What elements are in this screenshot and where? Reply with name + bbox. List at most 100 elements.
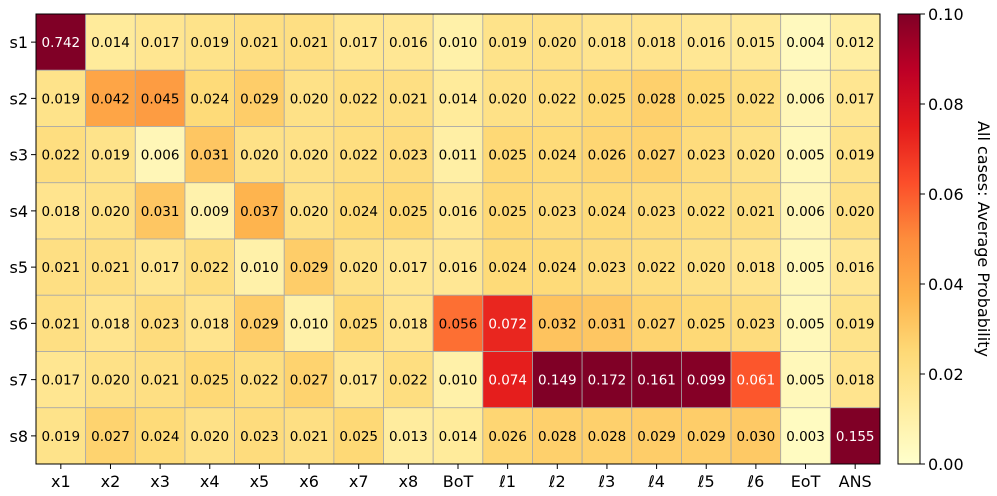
heatmap-cell-s6-14 [730, 294, 782, 352]
cell-label-s8-7: 0.013 [389, 429, 428, 445]
x-tick-label: ℓ3 [598, 472, 616, 491]
heatmap-cell-s4-15 [780, 182, 831, 240]
cell-label-s2-16: 0.017 [836, 91, 875, 107]
heatmap-cell-s6-12 [631, 294, 682, 352]
heatmap-cell-s5-1 [85, 238, 136, 296]
cell-label-s8-16: 0.155 [836, 429, 875, 445]
cell-label-s2-14: 0.022 [737, 91, 776, 107]
cell-label-s5-8: 0.016 [439, 260, 478, 276]
cell-label-s5-16: 0.016 [836, 260, 875, 276]
heatmap-cell-s8-7 [383, 407, 434, 465]
heatmap-cell-s7-7 [383, 351, 434, 409]
cell-label-s7-3: 0.025 [190, 373, 229, 389]
cell-label-s1-13: 0.016 [687, 35, 726, 51]
heatmap-cell-s8-4 [234, 407, 285, 465]
cell-label-s7-16: 0.018 [836, 373, 875, 389]
heatmap-cell-s2-5 [283, 69, 335, 127]
heatmap-cell-s6-8 [432, 294, 484, 352]
heatmap-cell-s8-14 [730, 407, 782, 465]
cell-label-s3-4: 0.020 [240, 148, 279, 164]
heatmap-cell-s7-5 [283, 351, 335, 409]
heatmap-cell-s6-10 [532, 294, 583, 352]
cell-label-s5-13: 0.020 [687, 260, 726, 276]
cell-label-s8-0: 0.019 [41, 429, 80, 445]
cell-label-s7-4: 0.022 [240, 373, 279, 389]
heatmap-cell-s2-1 [85, 69, 136, 127]
heatmap-cell-s5-8 [432, 238, 484, 296]
heatmap-cell-s1-15 [780, 13, 831, 71]
cell-label-s1-11: 0.018 [588, 35, 627, 51]
cell-label-s6-16: 0.019 [836, 316, 875, 332]
x-tick-label: ANS [839, 472, 872, 491]
cell-label-s4-14: 0.021 [737, 204, 776, 220]
cell-label-s4-5: 0.020 [290, 204, 329, 220]
heatmap-cell-s5-9 [482, 238, 533, 296]
heatmap-cell-s8-10 [532, 407, 583, 465]
heatmap-cell-s5-12 [631, 238, 682, 296]
cell-label-s3-11: 0.026 [588, 148, 627, 164]
heatmap-cell-s5-3 [184, 238, 235, 296]
heatmap-cell-s8-0 [35, 407, 87, 465]
cell-label-s2-9: 0.020 [488, 91, 527, 107]
heatmap-cell-s4-2 [134, 182, 186, 240]
x-tick-label: EoT [791, 472, 821, 491]
heatmap-cell-s7-9 [482, 351, 533, 409]
cell-label-s4-12: 0.023 [637, 204, 676, 220]
x-tick-label: ℓ6 [746, 472, 764, 491]
x-tick-label: ℓ4 [647, 472, 665, 491]
y-tick-label: s2 [9, 89, 28, 108]
cell-label-s6-12: 0.027 [637, 316, 676, 332]
x-tick-label: x4 [200, 472, 220, 491]
cell-label-s7-7: 0.022 [389, 373, 428, 389]
cell-label-s3-1: 0.019 [91, 148, 130, 164]
cell-label-s1-15: 0.004 [786, 35, 825, 51]
heatmap-cell-s7-13 [681, 351, 732, 409]
cell-label-s1-14: 0.015 [737, 35, 776, 51]
cell-label-s3-10: 0.024 [538, 148, 577, 164]
colorbar-tick-label: 0.00 [928, 455, 964, 474]
cell-label-s4-3: 0.009 [190, 204, 229, 220]
cell-label-s2-5: 0.020 [290, 91, 329, 107]
cell-label-s7-13: 0.099 [687, 373, 726, 389]
colorbar-gradient [897, 13, 921, 465]
cell-label-s6-11: 0.031 [588, 316, 627, 332]
cell-label-s1-4: 0.021 [240, 35, 279, 51]
x-tick-label: x2 [101, 472, 121, 491]
colorbar-label: All cases: Average Probability [974, 121, 993, 357]
cell-label-s8-8: 0.014 [439, 429, 478, 445]
cell-label-s1-1: 0.014 [91, 35, 130, 51]
cell-label-s5-14: 0.018 [737, 260, 776, 276]
heatmap-cell-s6-5 [283, 294, 335, 352]
cell-label-s7-10: 0.149 [538, 373, 577, 389]
heatmap-cell-s8-2 [134, 407, 186, 465]
cell-label-s5-4: 0.010 [240, 260, 279, 276]
x-tick-label: x6 [299, 472, 319, 491]
heatmap-cell-s7-0 [35, 351, 87, 409]
cell-label-s3-14: 0.020 [737, 148, 776, 164]
heatmap-cell-s3-8 [432, 126, 484, 184]
cell-label-s6-8: 0.056 [439, 316, 478, 332]
heatmap-cell-s3-12 [631, 126, 682, 184]
heatmap-cell-s3-10 [532, 126, 583, 184]
heatmap-cell-s7-16 [829, 351, 881, 409]
colorbar-tick-label: 0.06 [928, 185, 964, 204]
cell-label-s6-3: 0.018 [190, 316, 229, 332]
cell-label-s5-5: 0.029 [290, 260, 329, 276]
heatmap-cell-s8-8 [432, 407, 484, 465]
cell-label-s4-4: 0.037 [240, 204, 279, 220]
colorbar-tick-label: 0.10 [928, 5, 964, 24]
x-axis-ticks: x1 x2 x3 x4 x5 x6 x7 x8 BoT ℓ1 ℓ2 ℓ3 ℓ4 ℓ5 ℓ6 EoT ANS [51, 464, 872, 491]
cell-label-s5-6: 0.020 [339, 260, 378, 276]
cell-label-s8-10: 0.028 [538, 429, 577, 445]
x-tick-label: BoT [443, 472, 474, 491]
y-tick-label: s6 [9, 314, 28, 333]
heatmap-cell-s6-2 [134, 294, 186, 352]
cell-label-s8-4: 0.023 [240, 429, 279, 445]
cell-label-s8-14: 0.030 [737, 429, 776, 445]
cell-label-s1-5: 0.021 [290, 35, 329, 51]
cell-label-s6-14: 0.023 [737, 316, 776, 332]
cell-label-s7-6: 0.017 [339, 373, 378, 389]
y-tick-label: s1 [9, 33, 28, 52]
cell-label-s8-6: 0.025 [339, 429, 378, 445]
heatmap-cell-s6-13 [681, 294, 732, 352]
